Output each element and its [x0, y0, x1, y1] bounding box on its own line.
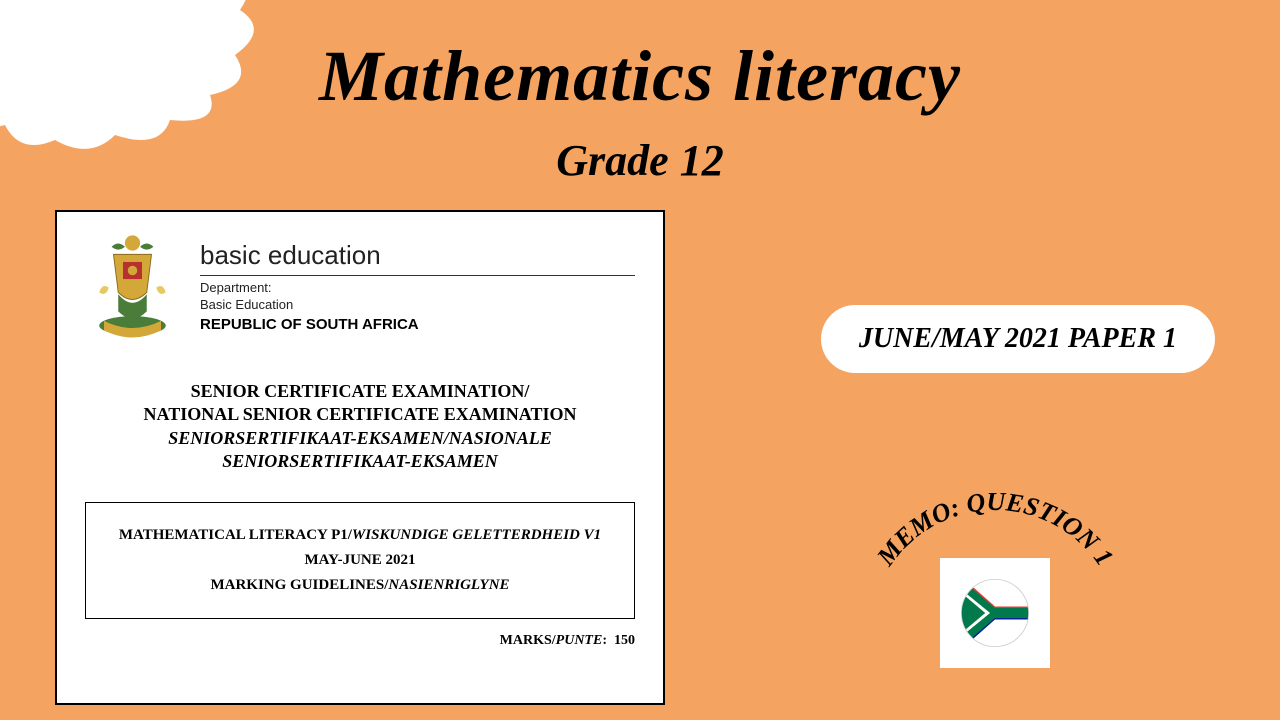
department-block: basic education Department: Basic Educat… — [200, 235, 635, 333]
exam-title-en-2: NATIONAL SENIOR CERTIFICATE EXAMINATION — [85, 403, 635, 426]
subject-af: WISKUNDIGE GELETTERDHEID V1 — [352, 527, 601, 543]
guidelines-en: MARKING GUIDELINES — [210, 577, 384, 593]
exam-title-af-1: SENIORSERTIFIKAAT-EKSAMEN/NASIONALE — [85, 427, 635, 450]
guidelines-line: MARKING GUIDELINES/NASIENRIGLYNE — [96, 577, 624, 594]
department-label-2: Basic Education — [200, 297, 635, 314]
cloud-decoration — [0, 0, 280, 160]
department-label-1: Department: — [200, 280, 635, 297]
main-title: Mathematics literacy — [319, 35, 961, 118]
exam-titles: SENIOR CERTIFICATE EXAMINATION/ NATIONAL… — [85, 380, 635, 474]
exam-title-en-1: SENIOR CERTIFICATE EXAMINATION/ — [85, 380, 635, 403]
department-title: basic education — [200, 240, 635, 276]
exam-title-af-2: SENIORSERTIFIKAAT-EKSAMEN — [85, 450, 635, 473]
paper-pill: JUNE/MAY 2021 PAPER 1 — [821, 305, 1215, 373]
guidelines-af: NASIENRIGLYNE — [388, 577, 509, 593]
department-country: REPUBLIC OF SOUTH AFRICA — [200, 316, 635, 333]
subject-line: MATHEMATICAL LITERACY P1/WISKUNDIGE GELE… — [96, 527, 624, 544]
document-card: basic education Department: Basic Educat… — [55, 210, 665, 705]
memo-badge: MEMO: QUESTION 1 — [845, 430, 1145, 690]
subject-en: MATHEMATICAL LITERACY P1 — [119, 527, 348, 543]
coat-of-arms-icon — [85, 235, 180, 345]
period-line: MAY-JUNE 2021 — [96, 552, 624, 569]
marks-value: 150 — [614, 633, 635, 648]
marks-label-en: MARKS — [500, 633, 552, 648]
flag-frame — [940, 558, 1050, 668]
document-header: basic education Department: Basic Educat… — [85, 235, 635, 345]
sub-title: Grade 12 — [556, 135, 723, 186]
marks-line: MARKS/PUNTE: 150 — [85, 633, 635, 649]
subject-box: MATHEMATICAL LITERACY P1/WISKUNDIGE GELE… — [85, 502, 635, 619]
marks-label-af: PUNTE — [556, 633, 603, 648]
sa-flag-icon — [954, 572, 1036, 654]
